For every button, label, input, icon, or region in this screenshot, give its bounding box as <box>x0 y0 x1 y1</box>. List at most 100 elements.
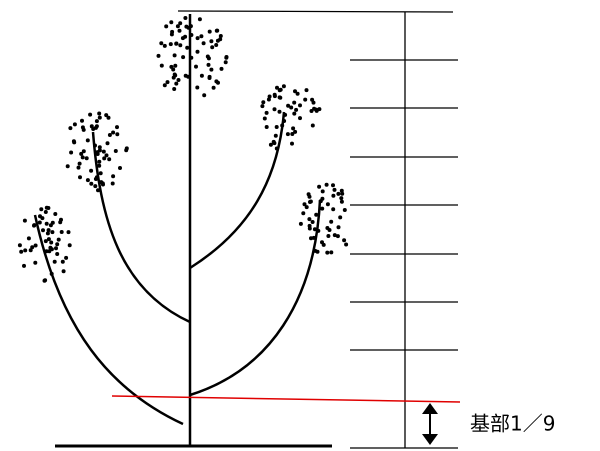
foliage-dot <box>309 236 313 241</box>
foliage-dot <box>107 157 112 162</box>
foliage-dot <box>77 161 82 166</box>
foliage-dot <box>321 242 326 247</box>
foliage-dot <box>69 150 74 155</box>
foliage-dot <box>310 123 315 128</box>
foliage-dot <box>172 53 177 58</box>
foliage-dot <box>124 146 129 151</box>
foliage-dot <box>292 111 297 116</box>
foliage-dot <box>329 219 334 224</box>
foliage-dot <box>183 16 188 20</box>
foliage-dot <box>168 42 173 47</box>
foliage-dot <box>97 163 102 168</box>
foliage-dot <box>30 245 35 250</box>
foliage-dot <box>197 17 202 22</box>
foliage-dot <box>72 122 77 127</box>
foliage-dot <box>22 263 26 268</box>
foliage-dot <box>43 239 48 244</box>
foliage-dot <box>207 74 212 79</box>
foliage-dot <box>202 93 207 98</box>
foliage-dot <box>41 228 45 233</box>
foliage-dot <box>43 210 48 214</box>
foliage-dot <box>165 80 170 85</box>
foliage-dot <box>89 124 94 129</box>
foliage-dot <box>46 237 51 242</box>
foliage-dot <box>209 67 214 72</box>
base-line <box>111 395 461 403</box>
foliage-dot <box>56 237 61 242</box>
branch <box>91 131 191 324</box>
foliage-dot <box>85 138 90 143</box>
foliage-dot <box>316 228 321 233</box>
foliage-dot <box>33 260 38 265</box>
foliage-dot <box>223 60 228 65</box>
foliage-dot <box>325 202 330 207</box>
foliage-dot <box>224 55 229 60</box>
foliage-dot <box>45 231 50 236</box>
foliage-dot <box>98 171 103 176</box>
foliage-dot <box>95 150 100 155</box>
foliage-dot <box>80 118 84 123</box>
foliage-dot <box>335 234 340 239</box>
foliage-dot <box>115 125 119 130</box>
foliage-dot <box>307 217 312 222</box>
foliage-dot <box>38 214 42 219</box>
foliage-dot <box>310 97 315 102</box>
foliage-dot <box>93 125 98 130</box>
foliage-dot <box>312 106 317 111</box>
foliage-dot <box>55 242 60 247</box>
foliage-dot <box>218 34 223 38</box>
foliage-dot <box>307 194 312 199</box>
foliage-dot <box>195 49 200 54</box>
foliage-dot <box>278 95 283 100</box>
foliage-dot <box>164 24 169 29</box>
foliage-dot <box>310 220 315 224</box>
foliage-dot <box>54 246 58 251</box>
foliage-dot <box>336 191 341 196</box>
foliage-dot <box>185 45 190 50</box>
top-line <box>177 10 454 13</box>
foliage-dot <box>81 127 86 132</box>
foliage-dot <box>272 107 277 112</box>
foliage-dot <box>332 233 337 238</box>
foliage-dot <box>267 94 272 99</box>
foliage-dot <box>107 133 112 137</box>
foliage-dot <box>206 56 211 61</box>
foliage-dot <box>293 89 297 94</box>
foliage-dot <box>326 234 331 238</box>
foliage-dot <box>178 21 183 26</box>
foliage-dot <box>115 132 120 137</box>
foliage-dot <box>331 193 336 198</box>
foliage-dot <box>110 181 115 186</box>
foliage-dot <box>274 125 279 129</box>
branch <box>189 111 286 270</box>
foliage-dot <box>104 113 109 118</box>
foliage-dot <box>273 133 278 138</box>
foliage-dot <box>173 63 178 68</box>
foliage-dot <box>28 248 33 253</box>
foliage-dot <box>189 33 194 37</box>
foliage-dot <box>282 119 287 123</box>
foliage-dot <box>195 36 200 41</box>
branch <box>33 214 184 426</box>
foliage-dot <box>65 164 70 169</box>
foliage-dot <box>44 205 49 210</box>
foliage-dot <box>97 115 102 120</box>
foliage-dot <box>262 116 267 121</box>
foliage-dot <box>52 259 57 264</box>
foliage-dot <box>176 78 181 82</box>
foliage-dot <box>277 88 282 93</box>
branch <box>189 199 322 397</box>
foliage-dot <box>304 88 309 93</box>
foliage-dot <box>291 126 296 131</box>
foliage-dot <box>174 81 179 86</box>
foliage-dot <box>49 271 54 276</box>
foliage-dot <box>199 73 204 78</box>
foliage-dot <box>93 184 98 189</box>
foliage-dot <box>275 85 279 90</box>
foliage-dot <box>264 110 269 115</box>
foliage-dot <box>215 38 220 43</box>
foliage-dot <box>67 243 72 248</box>
foliage-dot <box>101 149 106 154</box>
foliage-dot <box>44 249 49 254</box>
foliage-dot <box>301 211 306 216</box>
